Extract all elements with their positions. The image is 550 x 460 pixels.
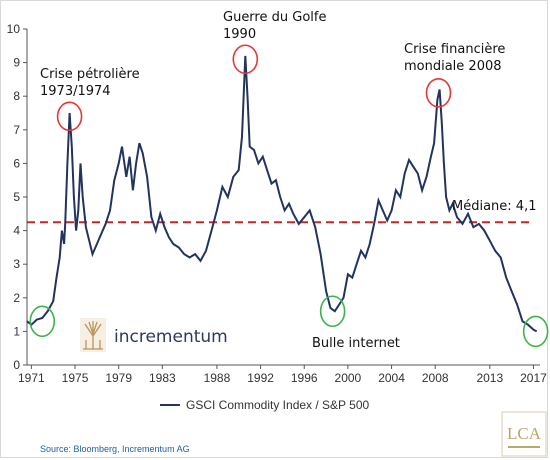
- annotation-text: Médiane: 4,1: [452, 199, 536, 214]
- logo-tree-icon: [83, 321, 103, 350]
- x-tick-label: 1975: [62, 371, 89, 385]
- x-tick-label: 2013: [476, 371, 503, 385]
- y-tick-label: 4: [13, 224, 20, 238]
- x-tick-label: 1979: [105, 371, 132, 385]
- annotation-text: 1990: [223, 27, 256, 42]
- circle-oil-crisis: [56, 101, 83, 132]
- y-tick-label: 5: [13, 190, 20, 204]
- source-note: Source: Bloomberg, Incrementum AG: [40, 444, 190, 454]
- legend-label: GSCI Commodity Index / S&P 500: [186, 398, 370, 412]
- annotation-text: Crise pétrolière: [40, 67, 140, 82]
- annotation-text: mondiale 2008: [404, 59, 502, 74]
- x-tick-label: 2008: [422, 371, 449, 385]
- x-tick-label: 1992: [247, 371, 274, 385]
- x-tick-label: 2004: [378, 371, 405, 385]
- y-tick-label: 8: [13, 89, 20, 103]
- lca-watermark: LCA: [501, 411, 547, 457]
- x-tick-label: 1971: [18, 371, 45, 385]
- circle-gulf-war: [232, 44, 259, 75]
- y-tick-label: 9: [13, 56, 20, 70]
- annotation-text: Crise financière: [404, 42, 505, 57]
- circle-financial-crisis: [425, 78, 452, 108]
- y-tick-label: 6: [13, 156, 20, 170]
- circle-end: [522, 315, 549, 348]
- annotation-text: Guerre du Golfe: [223, 10, 326, 25]
- x-tick-label: 2017: [520, 371, 547, 385]
- y-tick-label: 0: [13, 358, 20, 372]
- watermark-box: [501, 411, 547, 457]
- circle-dotcom: [319, 295, 346, 328]
- y-tick-label: 10: [7, 22, 21, 36]
- y-tick-label: 1: [13, 324, 20, 338]
- incrementum-logo: incrementum: [80, 318, 228, 352]
- annotations: Crise pétrolière 1973/1974 Guerre du Golfe…: [40, 10, 536, 351]
- axes: 0 1 2 3 4 5 6 7 8 9 10 1971 1975 1979 1983 1988 1992 1996…: [7, 22, 547, 385]
- brand-name: incrementum: [114, 327, 228, 347]
- legend: GSCI Commodity Index / S&P 500: [160, 398, 370, 412]
- circle-start: [29, 305, 56, 338]
- y-tick-label: 7: [13, 123, 20, 137]
- annotation-text: Bulle internet: [312, 336, 400, 351]
- x-tick-label: 1996: [291, 371, 318, 385]
- x-tick-label: 1983: [149, 371, 176, 385]
- watermark-text: LCA: [507, 424, 542, 443]
- highlight-circles: [29, 44, 549, 348]
- y-tick-label: 3: [13, 257, 20, 271]
- annotation-text: 1973/1974: [40, 84, 111, 99]
- y-tick-label: 2: [13, 291, 20, 305]
- x-tick-label: 1988: [204, 371, 231, 385]
- series-line: [26, 55, 538, 333]
- x-tick-label: 2000: [335, 371, 362, 385]
